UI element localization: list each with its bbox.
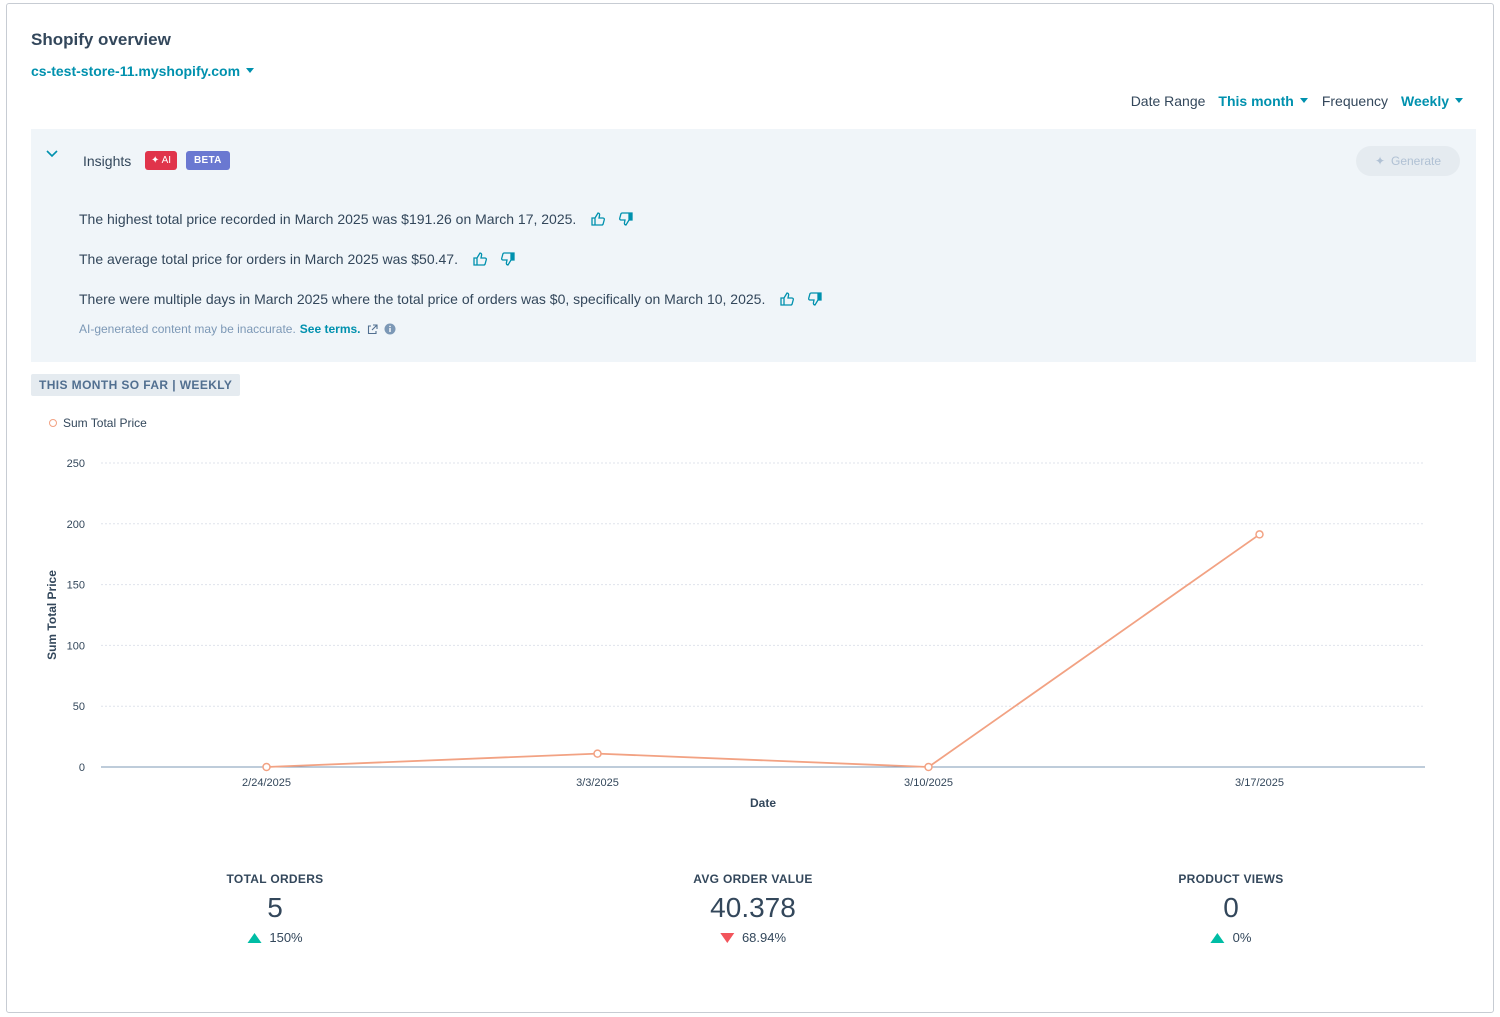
kpi-product-views: PRODUCT VIEWS 0 0% <box>1178 872 1283 945</box>
kpi-label: TOTAL ORDERS <box>226 872 324 886</box>
ai-badge-label: AI <box>161 155 172 166</box>
sparkle-icon: ✦ <box>151 155 160 166</box>
y-tick-label: 150 <box>67 580 85 592</box>
thumbs-up-icon[interactable] <box>590 211 606 227</box>
generate-button[interactable]: ✦ Generate <box>1356 146 1460 176</box>
data-point <box>924 762 933 772</box>
data-point <box>593 749 602 758</box>
filter-bar: Date Range This month Frequency Weekly <box>1117 93 1463 109</box>
sparkle-icon: ✦ <box>1374 154 1385 168</box>
frequency-label: Frequency <box>1321 93 1388 109</box>
kpi-change-value: 68.94% <box>741 930 787 945</box>
collapse-chevron-icon[interactable] <box>45 147 59 161</box>
chevron-down-icon <box>1299 97 1308 103</box>
kpi-label: AVG ORDER VALUE <box>693 872 813 886</box>
frequency-value: Weekly <box>1401 93 1449 109</box>
insight-item: The average total price for orders in Ma… <box>79 239 823 279</box>
kpi-value: 40.378 <box>710 892 796 923</box>
y-tick-label: 200 <box>67 519 85 531</box>
ai-disclaimer: AI-generated content may be inaccurate. … <box>79 322 396 336</box>
insight-item: There were multiple days in March 2025 w… <box>79 279 823 319</box>
thumbs-down-icon[interactable] <box>618 211 634 227</box>
insight-item: The highest total price recorded in Marc… <box>79 199 823 239</box>
insights-list: The highest total price recorded in Marc… <box>79 199 823 319</box>
disclaimer-text: AI-generated content may be inaccurate. <box>79 322 296 336</box>
chevron-down-icon <box>1455 97 1463 103</box>
thumbs-up-icon[interactable] <box>472 251 488 267</box>
insight-text: There were multiple days in March 2025 w… <box>79 291 766 307</box>
y-tick-label: 100 <box>67 640 85 652</box>
kpi-value: 5 <box>267 892 283 923</box>
external-link-icon <box>367 323 378 334</box>
kpi-change: 150% <box>227 930 324 945</box>
insight-text: The highest total price recorded in Marc… <box>79 211 577 227</box>
thumbs-down-icon[interactable] <box>500 251 516 267</box>
kpi-change-value: 150% <box>269 930 303 945</box>
insights-panel: Insights ✦ AI BETA ✦ Generate The highes… <box>31 129 1476 362</box>
chart-legend[interactable]: Sum Total Price <box>49 416 147 430</box>
kpi-change: 0% <box>1178 930 1283 945</box>
y-axis-title: Sum Total Price <box>45 570 59 660</box>
trend-up-icon <box>247 932 262 943</box>
thumbs-up-icon[interactable] <box>779 291 795 307</box>
kpi-value: 0 <box>1223 892 1239 923</box>
info-icon[interactable] <box>384 323 396 335</box>
x-tick-label: 3/10/2025 <box>904 777 953 789</box>
x-tick-label: 3/3/2025 <box>576 777 619 789</box>
insight-text: The average total price for orders in Ma… <box>79 251 458 267</box>
y-tick-label: 50 <box>73 701 85 713</box>
page-title: Shopify overview <box>31 30 171 49</box>
chevron-down-icon <box>246 67 255 73</box>
series-line <box>266 533 1261 768</box>
generate-label: Generate <box>1391 154 1442 168</box>
date-range-value: This month <box>1218 93 1294 109</box>
kpi-change-value: 0% <box>1232 930 1252 945</box>
chart-period-tag: THIS MONTH SO FAR | WEEKLY <box>31 374 241 396</box>
x-tick-label: 3/17/2025 <box>1235 777 1284 789</box>
kpi-label: PRODUCT VIEWS <box>1178 872 1284 886</box>
frequency-dropdown[interactable]: Weekly <box>1401 93 1463 109</box>
x-tick-label: 2/24/2025 <box>242 777 291 789</box>
y-tick-label: 0 <box>79 762 85 774</box>
beta-badge: BETA <box>186 151 230 170</box>
store-name: cs-test-store-11.myshopify.com <box>31 63 241 79</box>
legend-label: Sum Total Price <box>63 416 147 430</box>
insights-title: Insights <box>83 153 132 169</box>
thumbs-down-icon[interactable] <box>807 291 823 307</box>
shopify-overview-card: Shopify overview cs-test-store-11.myshop… <box>6 3 1494 1013</box>
kpi-change: 68.94% <box>693 930 812 945</box>
trend-up-icon <box>1210 932 1225 943</box>
ai-badge: ✦ AI <box>145 151 178 170</box>
data-point <box>1255 530 1264 539</box>
store-selector[interactable]: cs-test-store-11.myshopify.com <box>31 63 255 79</box>
legend-marker <box>49 419 57 427</box>
see-terms-link[interactable]: See terms. <box>299 322 361 336</box>
y-tick-label: 250 <box>67 458 85 470</box>
kpi-total-orders: TOTAL ORDERS 5 150% <box>227 872 324 945</box>
line-chart: 0 50 100 150 200 250 2/24/2025 3/3/2025 3/10/202… <box>45 458 1425 810</box>
x-axis-title: Date <box>750 796 776 810</box>
kpi-avg-order-value: AVG ORDER VALUE 40.378 68.94% <box>693 872 812 945</box>
date-range-dropdown[interactable]: This month <box>1218 93 1308 109</box>
date-range-label: Date Range <box>1130 93 1206 109</box>
data-point <box>262 762 271 772</box>
trend-down-icon <box>719 932 734 943</box>
